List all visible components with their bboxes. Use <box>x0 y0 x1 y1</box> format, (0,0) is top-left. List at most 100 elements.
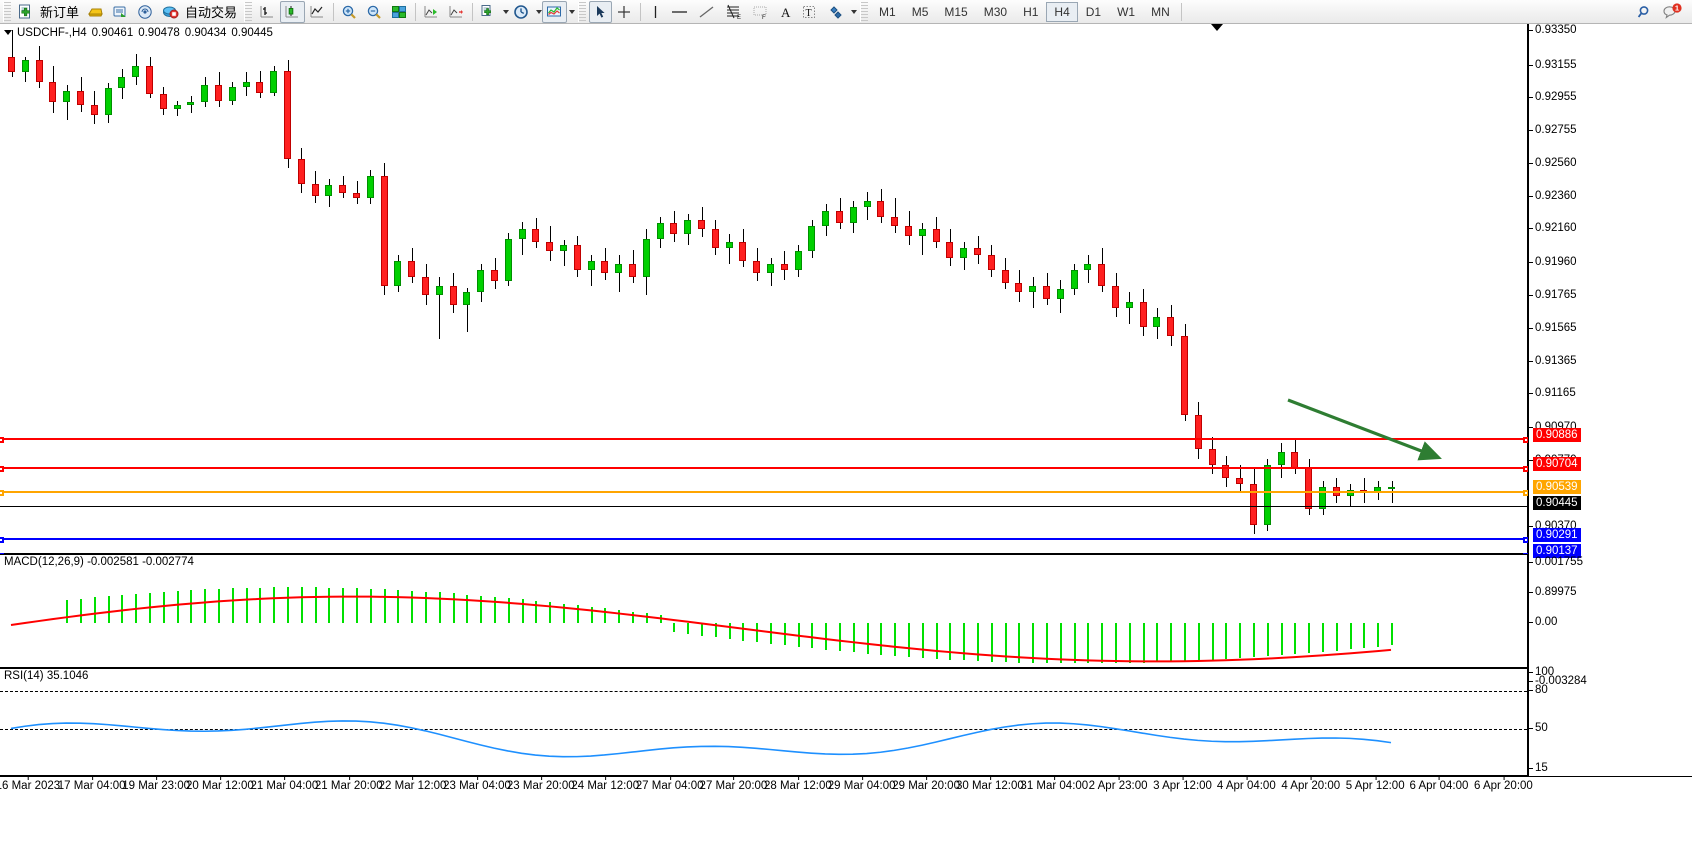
zoom-in-icon[interactable] <box>337 1 362 23</box>
macd-histogram-bar <box>1046 623 1048 664</box>
timeframe-d1[interactable]: D1 <box>1085 4 1102 19</box>
price-level-badge[interactable]: 0.90539 <box>1533 480 1581 494</box>
bar-chart-icon[interactable] <box>255 1 280 23</box>
price-line-handle-left[interactable] <box>0 466 4 472</box>
resistance-line-2[interactable] <box>0 466 1529 472</box>
timeframe-m5[interactable]: M5 <box>911 4 929 19</box>
candle-body-bullish <box>325 185 333 197</box>
price-pane[interactable]: USDCHF-,H4 0.90461 0.90478 0.90434 0.904… <box>0 24 1529 559</box>
macd-histogram-bar <box>300 587 303 623</box>
current-price-line[interactable] <box>0 506 1528 507</box>
candle-body-bearish <box>1305 468 1313 509</box>
macd-pane[interactable]: MACD(12,26,9) -0.002581 -0.002774 <box>0 554 1528 668</box>
candle-body-bullish <box>63 91 71 103</box>
candle-body-bearish <box>408 260 416 277</box>
auto-scroll-icon[interactable] <box>444 1 469 23</box>
new-chart-dropdown-icon[interactable] <box>503 9 510 14</box>
rsi-level-50 <box>0 729 1527 730</box>
time-axis-tick: 6 Apr 20:00 <box>1473 776 1533 792</box>
macd-histogram-bar <box>1335 623 1338 651</box>
price-level-badge[interactable]: 0.90137 <box>1533 544 1581 558</box>
trendline-icon[interactable] <box>693 1 720 23</box>
candle-body-bearish <box>546 242 554 252</box>
timeframe-w1[interactable]: W1 <box>1117 4 1136 19</box>
macd-histogram-bar <box>521 599 524 623</box>
price-level-badge[interactable]: 0.90704 <box>1533 457 1581 471</box>
toolbar-grip[interactable] <box>3 1 11 22</box>
timeframe-m15[interactable]: M15 <box>944 4 968 19</box>
candle-body-bearish <box>8 56 15 73</box>
time-axis-tick: 3 Apr 12:00 <box>1153 776 1212 792</box>
new-order-icon[interactable] <box>14 1 38 23</box>
alerts-icon[interactable]: 1 <box>1658 1 1686 23</box>
new-order-label[interactable]: 新订单 <box>40 5 80 20</box>
new-chart-icon[interactable] <box>476 1 501 23</box>
auto-trading-label[interactable]: 自动交易 <box>185 5 238 20</box>
zoom-out-icon[interactable] <box>362 1 387 23</box>
signals-icon[interactable] <box>133 1 158 23</box>
price-axis[interactable]: 0.93350 0.93155 0.92955 0.92755 0.92560 0.923… <box>1528 24 1692 776</box>
time-axis[interactable]: 16 Mar 2023 17 Mar 04:00 19 Mar 23:00 20 Ma… <box>0 776 1692 849</box>
macd-axis-tick: 0.00 <box>1528 616 1558 628</box>
price-axis-tick: 0.91565 <box>1529 322 1577 334</box>
timeframe-mn[interactable]: MN <box>1151 4 1170 19</box>
candle-body-bearish <box>698 220 705 230</box>
timeframe-h4[interactable]: H4 <box>1046 1 1078 22</box>
horizontal-line-icon[interactable] <box>666 1 693 23</box>
toolbar-grip-4[interactable] <box>860 1 869 22</box>
period-dropdown-icon[interactable] <box>536 9 543 14</box>
gold-bar-icon[interactable] <box>83 1 108 23</box>
rsi-axis-tick: 80 <box>1529 684 1548 696</box>
crosshair-icon[interactable] <box>612 1 637 23</box>
price-line-handle-left[interactable] <box>0 537 4 543</box>
pivot-line[interactable] <box>0 490 1529 496</box>
chart-shift-icon[interactable] <box>419 1 444 23</box>
candlestick-chart-icon[interactable] <box>280 0 306 23</box>
indicator-dropdown-icon[interactable] <box>569 9 576 14</box>
channel-icon[interactable]: F <box>747 1 774 23</box>
symbol-info-bar: USDCHF-,H4 0.90461 0.90478 0.90434 0.904… <box>0 24 273 41</box>
candle-body-bullish <box>187 102 195 106</box>
terminal-icon[interactable] <box>108 1 133 23</box>
macd-histogram-bar <box>811 623 814 649</box>
macd-histogram-bar <box>852 623 855 653</box>
support-line-1[interactable] <box>0 537 1529 543</box>
time-axis-tick: 23 Mar 04:00 <box>443 776 511 792</box>
search-icon[interactable] <box>1632 1 1658 23</box>
candle-wick <box>729 234 730 264</box>
price-line-handle-left[interactable] <box>0 490 4 496</box>
macd-histogram-bar <box>535 600 538 623</box>
vertical-line-icon[interactable] <box>644 1 666 23</box>
toolbar-grip-2[interactable] <box>244 1 253 22</box>
line-chart-icon[interactable] <box>305 1 330 23</box>
candle-body-bearish <box>739 242 747 261</box>
price-level-badge[interactable]: 0.90445 <box>1533 496 1581 510</box>
chart-menu-caret-icon[interactable] <box>4 30 12 35</box>
timeframe-m1[interactable]: M1 <box>879 4 896 19</box>
shapes-icon[interactable] <box>822 1 849 23</box>
chart-area[interactable]: USDCHF-,H4 0.90461 0.90478 0.90434 0.904… <box>0 24 1692 849</box>
indicator-icon[interactable] <box>542 0 568 23</box>
rsi-pane[interactable]: RSI(14) 35.1046 <box>0 668 1528 776</box>
resistance-line-1[interactable] <box>0 437 1529 443</box>
label-icon[interactable]: T <box>797 1 822 23</box>
timeframe-h1[interactable]: H1 <box>1023 4 1039 19</box>
text-icon[interactable]: A <box>774 1 797 23</box>
price-line-handle-left[interactable] <box>0 437 4 443</box>
candle-body-bearish <box>449 285 457 305</box>
macd-histogram-bar <box>507 598 510 623</box>
tile-windows-icon[interactable] <box>387 1 412 23</box>
toolbar-grip-3[interactable] <box>578 1 587 22</box>
fibonacci-icon[interactable]: E <box>720 1 747 23</box>
macd-histogram-bar <box>866 623 869 654</box>
time-axis-tick: 6 Apr 04:00 <box>1409 776 1469 792</box>
price-level-badge[interactable]: 0.90291 <box>1533 528 1581 542</box>
timeframe-m30[interactable]: M30 <box>983 4 1008 19</box>
shapes-dropdown-icon[interactable] <box>851 9 858 14</box>
cursor-icon[interactable] <box>589 0 613 23</box>
auto-trading-icon[interactable] <box>158 1 183 23</box>
price-level-badge[interactable]: 0.90886 <box>1533 428 1581 442</box>
candle-body-bearish <box>49 81 57 103</box>
macd-histogram-bar <box>825 623 828 650</box>
period-clock-icon[interactable] <box>509 1 534 23</box>
